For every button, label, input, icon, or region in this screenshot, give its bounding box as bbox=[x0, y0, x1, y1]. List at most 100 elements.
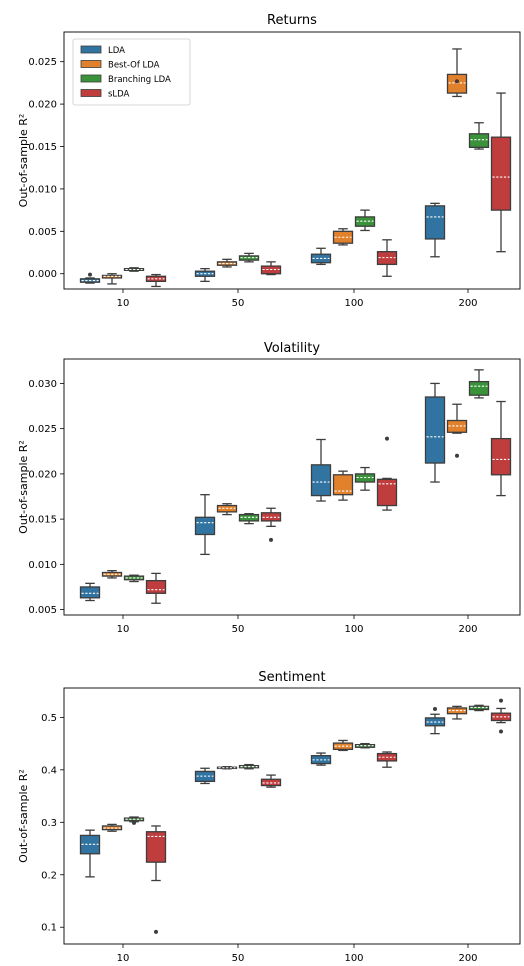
x-tick-label: 10 bbox=[117, 953, 130, 962]
box-best-of-lda-10 bbox=[101, 570, 123, 579]
y-tick-label: 0.015 bbox=[28, 142, 57, 153]
chart-title: Volatility bbox=[264, 341, 320, 356]
x-tick-label: 50 bbox=[232, 953, 245, 962]
chart-panel-1: Volatility Out-of-sample R² 0.005 0.010 0.01… bbox=[17, 341, 521, 635]
box-slda-200 bbox=[490, 698, 512, 734]
legend-entry: LDA bbox=[108, 46, 125, 56]
box-branching-lda-50 bbox=[238, 513, 260, 525]
box-best-of-lda-100 bbox=[332, 228, 354, 246]
y-tick-label: 0.015 bbox=[28, 515, 57, 526]
y-tick-label: 0.3 bbox=[41, 818, 57, 829]
outlier-point bbox=[385, 436, 389, 441]
box-lda-50 bbox=[194, 494, 216, 556]
box-body bbox=[376, 478, 398, 507]
box-body bbox=[424, 205, 446, 240]
box-branching-lda-10 bbox=[123, 816, 145, 825]
box-lda-200 bbox=[424, 202, 446, 258]
box-branching-lda-200 bbox=[468, 369, 490, 399]
legend-entry: sLDA bbox=[108, 90, 130, 100]
box-slda-100 bbox=[376, 436, 398, 511]
box-slda-200 bbox=[490, 92, 512, 253]
y-tick-label: 0.005 bbox=[28, 605, 57, 616]
box-branching-lda-50 bbox=[238, 763, 260, 770]
x-tick-label: 50 bbox=[232, 298, 245, 309]
box-body bbox=[310, 464, 332, 497]
box-body bbox=[194, 516, 216, 536]
box-branching-lda-200 bbox=[468, 122, 490, 150]
y-tick-label: 0.010 bbox=[28, 560, 57, 571]
x-tick-label: 100 bbox=[344, 298, 363, 309]
y-tick-label: 0.020 bbox=[28, 100, 57, 111]
box-branching-lda-10 bbox=[123, 267, 145, 272]
plot-frame bbox=[63, 687, 521, 945]
x-tick-label: 10 bbox=[117, 298, 130, 309]
box-lda-10 bbox=[79, 582, 101, 602]
box-lda-50 bbox=[194, 267, 216, 283]
box-body bbox=[424, 396, 446, 464]
box-body bbox=[79, 586, 101, 599]
y-tick-label: 0.4 bbox=[41, 765, 57, 776]
x-tick-label: 100 bbox=[344, 953, 363, 962]
box-branching-lda-50 bbox=[238, 252, 260, 263]
chart-panel-0: Returns Out-of-sample R² 0.000 0.005 0.010 0.… bbox=[17, 13, 521, 309]
box-body bbox=[468, 133, 490, 149]
box-best-of-lda-50 bbox=[216, 766, 238, 770]
legend: LDA Best-Of LDA Branching LDA sLDA bbox=[72, 38, 191, 106]
y-axis-label: Out-of-sample R² bbox=[17, 114, 30, 208]
y-tick-label: 0.010 bbox=[28, 184, 57, 195]
box-lda-100 bbox=[310, 247, 332, 266]
outlier-point bbox=[499, 698, 503, 703]
box-best-of-lda-10 bbox=[101, 273, 123, 285]
box-slda-50 bbox=[260, 261, 282, 276]
box-branching-lda-200 bbox=[468, 704, 490, 712]
box-best-of-lda-100 bbox=[332, 739, 354, 752]
legend-swatch bbox=[80, 74, 102, 83]
box-best-of-lda-200 bbox=[446, 705, 468, 720]
y-tick-label: 0.1 bbox=[41, 923, 57, 934]
legend-swatch bbox=[80, 60, 102, 68]
legend-swatch bbox=[80, 45, 102, 54]
box-body bbox=[145, 579, 167, 594]
box-body bbox=[446, 73, 468, 94]
box-slda-10 bbox=[145, 572, 167, 604]
chart-title: Returns bbox=[267, 13, 317, 28]
box-best-of-lda-50 bbox=[216, 258, 238, 268]
x-tick-label: 50 bbox=[232, 624, 245, 635]
box-branching-lda-100 bbox=[354, 466, 376, 491]
box-best-of-lda-50 bbox=[216, 503, 238, 516]
outlier-point bbox=[269, 537, 273, 542]
box-best-of-lda-10 bbox=[101, 823, 123, 832]
box-lda-50 bbox=[194, 767, 216, 785]
y-tick-label: 0.020 bbox=[28, 469, 57, 480]
x-tick-label: 100 bbox=[344, 624, 363, 635]
x-tick-label: 10 bbox=[117, 624, 130, 635]
box-lda-100 bbox=[310, 752, 332, 766]
box-slda-100 bbox=[376, 239, 398, 277]
outlier-point bbox=[88, 272, 92, 277]
box-body bbox=[145, 831, 167, 863]
box-slda-10 bbox=[145, 273, 167, 288]
y-tick-label: 0.2 bbox=[41, 870, 57, 881]
box-lda-200 bbox=[424, 382, 446, 483]
y-tick-label: 0.000 bbox=[28, 269, 57, 280]
outlier-point bbox=[154, 929, 158, 934]
box-lda-10 bbox=[79, 829, 101, 878]
box-branching-lda-10 bbox=[123, 574, 145, 583]
y-tick-label: 0.025 bbox=[28, 424, 57, 435]
box-branching-lda-100 bbox=[354, 209, 376, 232]
y-axis-label: Out-of-sample R² bbox=[17, 769, 30, 863]
outlier-point bbox=[499, 729, 503, 734]
box-slda-100 bbox=[376, 751, 398, 768]
plot-frame bbox=[63, 31, 521, 290]
box-body bbox=[490, 136, 512, 211]
y-tick-label: 0.5 bbox=[41, 713, 57, 724]
box-best-of-lda-200 bbox=[446, 48, 468, 98]
x-tick-label: 200 bbox=[458, 298, 477, 309]
plot-frame bbox=[63, 358, 521, 616]
box-lda-10 bbox=[79, 272, 101, 284]
x-tick-label: 200 bbox=[458, 624, 477, 635]
legend-frame bbox=[72, 38, 191, 106]
box-body bbox=[490, 437, 512, 476]
